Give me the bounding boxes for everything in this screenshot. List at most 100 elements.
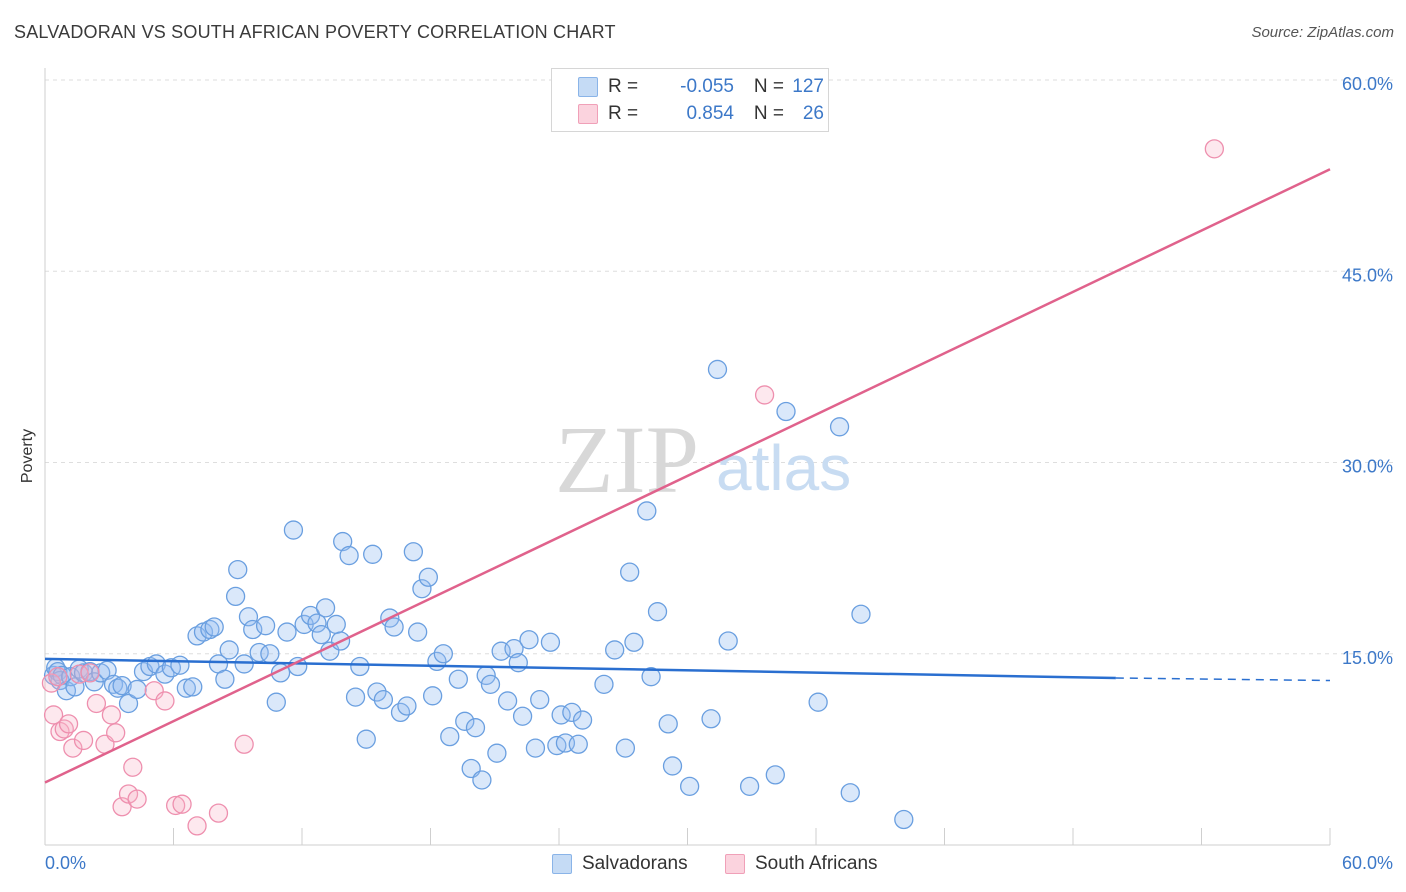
south-african-point <box>208 803 229 823</box>
salvadoran-point <box>519 630 539 650</box>
bottom-legend-south-africans[interactable]: South Africans <box>725 851 878 877</box>
x-tick-label-min: 0.0% <box>45 853 86 873</box>
salvadoran-point <box>407 622 428 642</box>
salvadoran-point <box>508 653 528 673</box>
salvadoran-point <box>234 654 254 674</box>
salvadoran-point <box>204 617 224 637</box>
y-tick-label: 15.0% <box>1342 648 1393 668</box>
salvadoran-point <box>307 613 327 633</box>
south-african-point <box>165 795 186 816</box>
south-african-point <box>754 385 775 405</box>
salvadoran-point <box>894 809 914 830</box>
x-ticks <box>44 828 1331 845</box>
legend-row-south-africans: R = 0.854 N = 26 <box>552 101 824 127</box>
salvadoran-point <box>255 616 276 636</box>
salvadoran-point <box>367 682 387 702</box>
y-tick-label: 60.0% <box>1342 74 1393 94</box>
legend-n-value: 26 <box>802 103 824 124</box>
legend-n-value: 127 <box>792 76 824 97</box>
salvadoran-point <box>808 692 828 712</box>
salvadoran-point <box>345 687 366 707</box>
salvadoran-point <box>356 729 376 749</box>
salvadoran-point <box>363 544 383 564</box>
legend-swatch-pink <box>725 854 745 874</box>
salvadoran-point <box>620 562 640 582</box>
salvadoran-point <box>266 692 286 712</box>
south-african-point <box>123 757 143 777</box>
salvadoran-point <box>615 738 636 758</box>
salvadoran-point <box>480 674 501 694</box>
salvadoran-point <box>840 783 860 803</box>
salvadoran-point <box>776 401 796 422</box>
south-african-point <box>101 705 122 725</box>
salvadoran-point <box>339 545 359 566</box>
south-african-point <box>187 816 207 836</box>
salvadoran-point <box>448 669 468 689</box>
south-african-point <box>234 734 254 754</box>
salvadoran-point <box>540 632 561 652</box>
south-african-point <box>58 714 79 734</box>
south-african-point <box>127 789 147 809</box>
salvadoran-point <box>707 359 728 380</box>
salvadoran-point <box>662 756 683 776</box>
x-tick-label-max: 60.0% <box>1342 853 1393 873</box>
salvadoran-point <box>183 677 203 697</box>
salvadoran-point <box>127 679 147 700</box>
salvadoran-point <box>238 607 259 627</box>
bottom-legend-salvadorans[interactable]: Salvadorans <box>552 851 688 877</box>
salvadoran-point <box>300 605 321 626</box>
bottom-legend-label: Salvadorans <box>582 853 688 874</box>
salvadoran-point <box>315 598 336 618</box>
salvadorans-trend-extension <box>1115 677 1331 682</box>
salvadoran-point <box>512 706 533 726</box>
salvadoran-point <box>350 656 370 677</box>
legend-n-label: N = <box>753 76 784 97</box>
salvadoran-point <box>472 770 492 790</box>
salvadoran-point <box>487 743 507 763</box>
salvadoran-point <box>397 696 417 716</box>
salvadoran-point <box>311 624 331 645</box>
salvadoran-point <box>412 579 432 599</box>
south-african-point <box>172 794 192 814</box>
south-africans-trend-line <box>44 168 1331 784</box>
south-african-point <box>63 738 83 758</box>
south-african-point <box>43 705 64 725</box>
legend-r-label: R = <box>608 103 639 124</box>
y-tick-labels: 15.0% 30.0% 45.0% 60.0% <box>1342 74 1393 668</box>
south-african-point <box>80 663 100 683</box>
y-tick-label: 45.0% <box>1342 265 1393 285</box>
salvadoran-point <box>326 614 346 635</box>
salvadoran-point <box>228 559 248 580</box>
south-african-point <box>1204 139 1224 159</box>
salvadoran-point <box>829 417 850 437</box>
legend-r-label: R = <box>608 76 639 97</box>
salvadoran-point <box>277 622 297 642</box>
watermark-atlas: atlas <box>716 432 851 504</box>
salvadoran-point <box>440 726 460 747</box>
legend-row-salvadorans: R = -0.055 N = 127 <box>552 74 824 100</box>
salvadoran-point <box>525 738 546 758</box>
south-african-point <box>155 691 175 711</box>
salvadoran-point <box>219 640 239 660</box>
salvadorans-trend-line <box>44 657 1116 680</box>
south-africans-points <box>41 139 1224 836</box>
salvadoran-point <box>65 677 85 697</box>
salvadoran-point <box>572 710 593 730</box>
salvadoran-point <box>637 501 657 521</box>
correlation-legend: R = -0.055 N = 127 R = 0.854 N = 26 <box>551 68 829 132</box>
legend-swatch-pink <box>578 104 598 124</box>
salvadoran-point <box>641 667 661 687</box>
salvadoran-point <box>701 709 721 729</box>
salvadoran-point <box>418 567 439 587</box>
salvadoran-point <box>384 617 404 637</box>
salvadoran-point <box>215 669 235 689</box>
salvadoran-point <box>403 542 424 562</box>
salvadoran-point <box>465 718 486 738</box>
salvadoran-point <box>225 586 246 607</box>
salvadoran-point <box>497 691 518 711</box>
salvadoran-point <box>433 644 454 664</box>
salvadoran-point <box>455 711 475 731</box>
salvadoran-point <box>624 632 644 652</box>
legend-n-label: N = <box>753 103 784 124</box>
